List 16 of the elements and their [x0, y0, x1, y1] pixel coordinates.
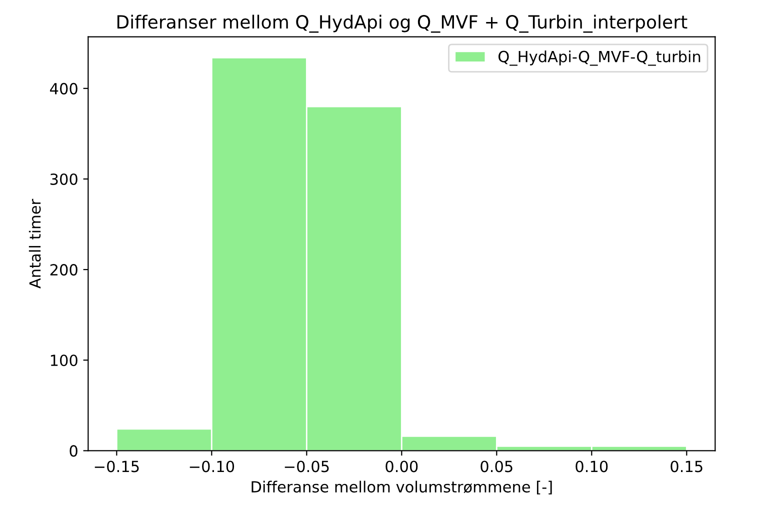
- y-tick-label: 300: [50, 173, 78, 186]
- y-tick-label: 0: [70, 445, 78, 457]
- x-tick-label: 0.05: [480, 460, 512, 472]
- x-tick-label: −0.10: [190, 460, 234, 472]
- x-tick-label: −0.15: [94, 460, 139, 472]
- y-axis-title: Antall timer: [28, 198, 41, 288]
- legend-label: Q_HydApi-Q_MVF-Q_turbin: [498, 50, 700, 66]
- x-tick-label: −0.05: [284, 460, 329, 472]
- x-tick-label: 0.10: [576, 460, 608, 472]
- x-axis-title: Differanse mellom volumstrømmene [-]: [252, 480, 552, 494]
- y-tick-label: 100: [50, 354, 78, 366]
- y-tick-label: 200: [50, 264, 78, 276]
- y-tick-label: 400: [50, 82, 78, 94]
- chart-title: Differanser mellom Q_HydApi og Q_MVF + Q_Turbin_interpolert: [117, 14, 688, 33]
- x-tick-label: 0.00: [386, 460, 418, 472]
- x-tick-label: 0.15: [670, 460, 702, 472]
